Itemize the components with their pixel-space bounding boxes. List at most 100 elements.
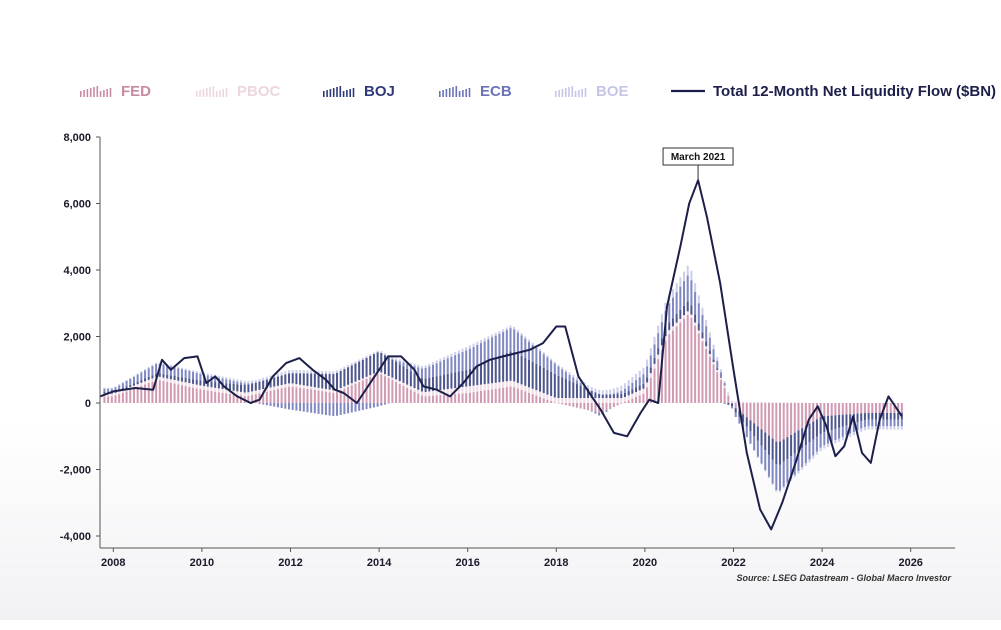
bar-boj <box>889 412 892 420</box>
bar-pboc <box>520 384 523 390</box>
bar-ecb <box>679 286 682 310</box>
x-tick-label: 2020 <box>633 557 657 569</box>
bar-boj <box>826 415 830 432</box>
bar-boj <box>328 373 331 390</box>
bar-ecb <box>487 339 490 361</box>
bar-ecb <box>775 464 778 491</box>
bar-pboc <box>679 318 682 323</box>
bar-pboc <box>118 391 121 395</box>
bar-fed <box>155 380 158 403</box>
bar-fed <box>694 325 697 403</box>
bar-ecb <box>771 459 774 484</box>
bar-fed <box>657 359 660 403</box>
bar-pboc <box>642 388 645 394</box>
bar-ecb <box>756 440 759 457</box>
bar-pboc <box>431 390 435 396</box>
bar-boe <box>823 445 826 449</box>
bar-fed <box>808 403 811 424</box>
bar-fed <box>900 403 903 413</box>
bar-boj <box>716 368 719 370</box>
legend: FED PBOC BOJ ECB BOE Total 12-Month Net Liqui… <box>80 83 996 100</box>
bar-ecb <box>236 381 239 385</box>
bar-pboc <box>505 381 508 388</box>
bar-pboc <box>701 338 704 342</box>
bar-fed <box>742 403 745 415</box>
bar-ecb <box>660 322 663 339</box>
bar-pboc <box>653 363 656 369</box>
bar-fed <box>775 403 778 442</box>
bar-pboc <box>262 388 265 393</box>
bar-boe <box>450 353 453 357</box>
bar-ecb <box>339 403 342 415</box>
bar-boj <box>468 368 471 387</box>
bar-boe <box>716 357 719 361</box>
bar-ecb <box>509 328 512 352</box>
bar-boj <box>295 373 298 385</box>
bar-boe <box>206 373 209 376</box>
bar-ecb <box>516 332 519 354</box>
bar-ecb <box>734 412 737 417</box>
bar-boe <box>461 348 464 353</box>
bar-boj <box>524 357 527 386</box>
bar-ecb <box>431 364 435 377</box>
bar-boj <box>646 377 649 383</box>
bar-pboc <box>778 402 782 403</box>
bar-boj <box>815 419 818 437</box>
bar-pboc <box>719 377 722 380</box>
bar-boe <box>863 426 866 431</box>
bar-ecb <box>313 403 316 414</box>
bar-pboc <box>406 384 409 388</box>
bar-boe <box>609 389 612 395</box>
bar-fed <box>118 394 121 403</box>
bar-fed <box>269 390 272 403</box>
bar-pboc <box>723 385 726 388</box>
bar-ecb <box>284 403 287 409</box>
bar-ecb <box>498 333 501 357</box>
bar-boj <box>276 376 279 386</box>
bar-ecb <box>579 383 582 386</box>
axes: 8,000 6,000 4,000 2,000 0 -2,000 -4,000 2008 201… <box>60 132 955 569</box>
bar-boe <box>332 371 335 374</box>
legend-swatch-bar <box>196 91 198 97</box>
bar-ecb <box>649 355 652 368</box>
bar-boj <box>454 372 457 389</box>
bar-boe <box>694 283 697 292</box>
bar-ecb <box>269 403 272 406</box>
bar-boe <box>169 364 172 367</box>
legend-swatch-bar <box>103 90 105 97</box>
bar-pboc <box>199 385 202 390</box>
bar-boj <box>395 361 398 380</box>
bar-boe <box>395 358 398 361</box>
bar-boe <box>324 371 327 374</box>
legend-swatch-bar <box>93 87 95 97</box>
bar-boj <box>417 375 420 390</box>
annotations: March 2021 <box>662 147 734 181</box>
bar-boj <box>819 417 822 435</box>
bar-boe <box>413 363 416 367</box>
bar-boe <box>635 373 638 381</box>
bar-ecb <box>454 355 457 373</box>
bar-ecb <box>778 464 782 491</box>
bar-fed <box>468 392 471 403</box>
bar-fed <box>188 386 191 403</box>
legend-swatch-bar <box>455 86 458 97</box>
bar-fed <box>125 391 128 403</box>
legend-swatch-bar <box>209 87 211 97</box>
bar-ecb <box>653 344 656 358</box>
bar-boj <box>516 353 519 383</box>
bar-ecb <box>328 403 331 416</box>
bar-ecb <box>513 329 516 352</box>
bar-pboc <box>328 389 331 393</box>
bar-boe <box>498 330 501 334</box>
bar-fed <box>262 392 265 403</box>
bar-fed <box>553 402 556 403</box>
bar-pboc <box>136 384 139 388</box>
bar-fed <box>284 387 287 403</box>
bar-boj <box>387 357 390 376</box>
bar-fed <box>450 394 453 403</box>
bar-fed <box>380 374 383 403</box>
legend-swatch-bar <box>80 91 82 97</box>
bar-boj <box>712 359 715 363</box>
bar-boj <box>874 412 878 420</box>
